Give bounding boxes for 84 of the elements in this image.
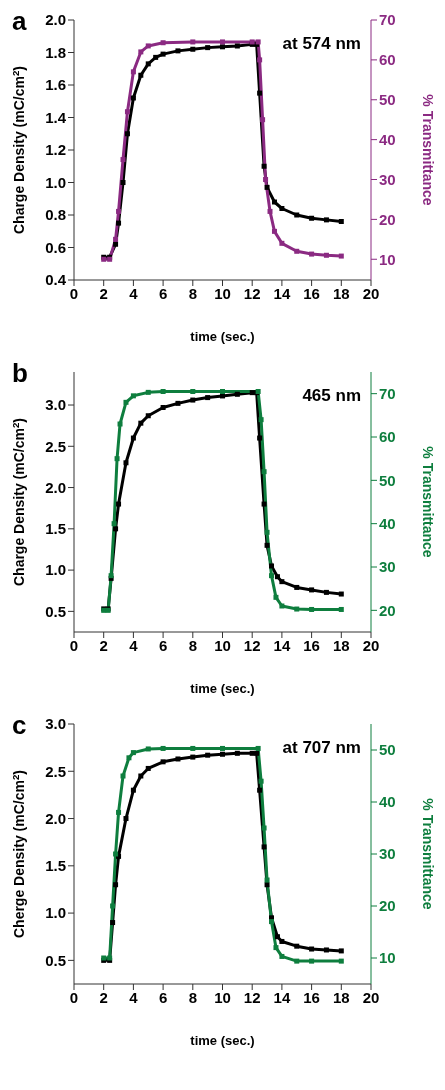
y-tick-label: 1.0 <box>45 904 66 922</box>
y2-tick-label: 50 <box>379 471 396 489</box>
y-tick-label: 3.0 <box>45 715 66 733</box>
x-tick-label: 8 <box>188 636 197 654</box>
y-tick-label: 1.0 <box>45 561 66 579</box>
y-tick-label: 1.8 <box>45 43 66 61</box>
y-tick-label: 3.0 <box>45 396 66 414</box>
x-tick-label: 0 <box>69 636 79 654</box>
y-tick-label: 1.5 <box>45 857 66 875</box>
x-tick-label: 8 <box>188 284 197 302</box>
y2-axis-title: % Transmittance <box>420 446 436 558</box>
y2-tick-label: 20 <box>379 210 396 228</box>
y-tick-label: 2.5 <box>45 762 66 780</box>
y2-tick-label: 70 <box>379 384 396 402</box>
x-tick-label: 10 <box>214 988 231 1006</box>
chart-title: a <box>12 6 27 37</box>
y2-tick-label: 30 <box>379 845 396 863</box>
x-tick-label: 20 <box>362 988 380 1006</box>
y2-tick-label: 60 <box>379 428 396 446</box>
y2-tick-label: 20 <box>379 897 396 915</box>
y-tick-label: 0.6 <box>45 238 66 256</box>
annotation: at 707 nm <box>282 738 361 758</box>
x-tick-label: 2 <box>99 988 108 1006</box>
y-tick-label: 1.4 <box>45 108 67 126</box>
y-tick-label: 1.5 <box>45 520 66 538</box>
x-tick-label: 0 <box>69 284 79 302</box>
y-tick-label: 0.5 <box>45 602 66 620</box>
y-tick-label: 2.0 <box>45 11 66 29</box>
x-tick-label: 10 <box>214 284 231 302</box>
x-tick-label: 16 <box>303 284 320 302</box>
x-tick-label: 2 <box>99 636 108 654</box>
y2-tick-label: 30 <box>379 170 396 188</box>
y2-tick-label: 20 <box>379 601 396 619</box>
chart-title: c <box>12 710 27 741</box>
x-tick-label: 4 <box>129 284 139 302</box>
x-tick-label: 18 <box>332 988 350 1006</box>
x-axis-title: time (sec.) <box>190 681 255 697</box>
x-tick-label: 4 <box>129 988 139 1006</box>
y-tick-label: 2.5 <box>45 437 66 455</box>
y-tick-label: 2.0 <box>45 478 66 496</box>
x-tick-label: 6 <box>158 284 168 302</box>
x-tick-label: 12 <box>243 636 261 654</box>
y-tick-label: 1.6 <box>45 76 66 94</box>
x-tick-label: 2 <box>99 284 108 302</box>
y2-tick-label: 50 <box>379 741 396 759</box>
y2-tick-label: 40 <box>379 514 396 532</box>
y-tick-label: 2.0 <box>45 809 66 827</box>
x-tick-label: 12 <box>243 284 261 302</box>
x-tick-label: 8 <box>188 988 197 1006</box>
y2-axis-title: % Transmittance <box>420 798 436 910</box>
x-tick-label: 12 <box>243 988 261 1006</box>
x-tick-label: 18 <box>332 636 350 654</box>
x-tick-label: 14 <box>273 988 291 1006</box>
x-tick-label: 20 <box>362 636 380 654</box>
y-tick-label: 1.0 <box>45 173 66 191</box>
y2-tick-label: 60 <box>379 51 396 69</box>
y-tick-label: 0.8 <box>45 206 66 224</box>
y2-axis-title: % Transmittance <box>420 94 436 206</box>
y2-tick-label: 70 <box>379 11 396 29</box>
x-tick-label: 14 <box>273 284 291 302</box>
x-axis-title: time (sec.) <box>190 329 255 345</box>
x-tick-label: 14 <box>273 636 291 654</box>
annotation: at 574 nm <box>282 34 361 54</box>
y2-tick-label: 50 <box>379 91 396 109</box>
y-tick-label: 1.2 <box>45 141 66 159</box>
x-tick-label: 18 <box>332 284 350 302</box>
x-tick-label: 6 <box>158 988 168 1006</box>
x-tick-label: 20 <box>362 284 380 302</box>
x-tick-label: 10 <box>214 636 231 654</box>
x-tick-label: 16 <box>303 636 320 654</box>
y2-tick-label: 10 <box>379 250 396 268</box>
chart-title: b <box>12 358 28 389</box>
y2-tick-label: 10 <box>379 949 396 967</box>
y2-tick-label: 40 <box>379 130 396 148</box>
x-tick-label: 4 <box>129 636 139 654</box>
x-axis-title: time (sec.) <box>190 1033 255 1049</box>
y-tick-label: 0.4 <box>45 271 67 289</box>
y2-tick-label: 40 <box>379 793 396 811</box>
x-tick-label: 16 <box>303 988 320 1006</box>
x-tick-label: 0 <box>69 988 79 1006</box>
y2-tick-label: 30 <box>379 558 396 576</box>
x-tick-label: 6 <box>158 636 168 654</box>
annotation: 465 nm <box>302 386 361 406</box>
y-tick-label: 0.5 <box>45 951 66 969</box>
